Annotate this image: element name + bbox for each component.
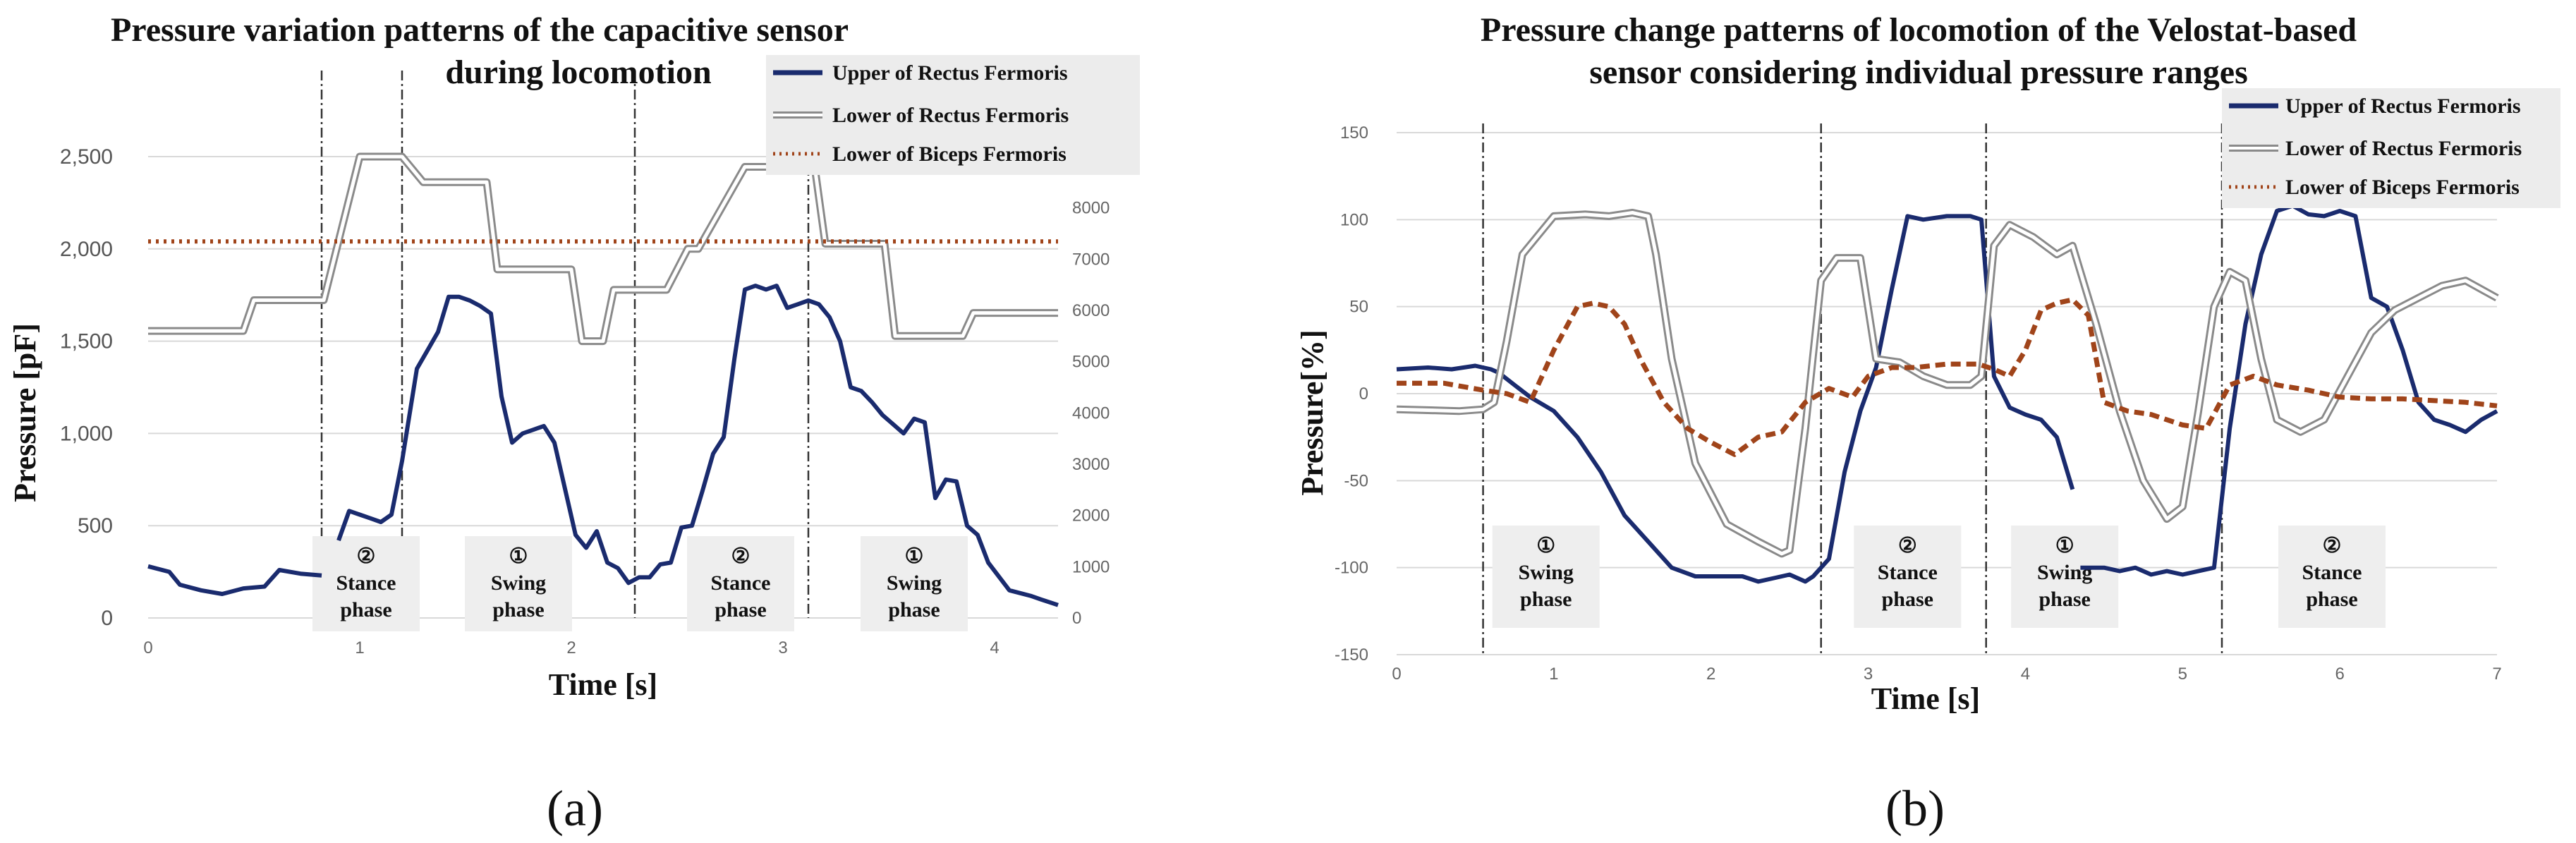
a-legend-upper-rectus: Upper of Rectus Fermoris: [832, 61, 1068, 85]
a-y2tick-8: 8000: [1072, 199, 1110, 218]
figure-canvas: ② Stance phase ① Swing phase ② Stance phase ① Swin…: [0, 0, 2576, 843]
a-panel-label: (a): [547, 780, 603, 837]
b-xtick-6: 6: [2335, 665, 2344, 684]
b-phase-number-1: ②: [1898, 534, 1917, 557]
b-phase-number-0: ①: [1536, 534, 1555, 557]
a-phase-line1-2: Stance: [711, 571, 771, 595]
a-y2tick-5: 5000: [1072, 353, 1110, 372]
b-legend-upper-rectus: Upper of Rectus Fermoris: [2285, 95, 2521, 118]
a-phase-box-3: ① Swing phase: [861, 536, 968, 631]
a-title-line-1: Pressure variation patterns of the capac…: [111, 11, 849, 49]
b-ytick-6: 150: [1340, 123, 1368, 142]
b-y-axis-label: Pressure[%]: [1295, 329, 1330, 495]
a-phase-line2-1: phase: [492, 598, 544, 621]
a-title-line-2: during locomotion: [445, 54, 711, 91]
a-ytick-5: 2,500: [60, 145, 113, 169]
a-phase-box-1: ① Swing phase: [465, 536, 572, 631]
a-phase-number-1: ①: [509, 545, 528, 568]
b-phase-box-3: ② Stance phase: [2278, 526, 2386, 628]
b-ytick-0: -150: [1335, 645, 1368, 665]
b-xtick-7: 7: [2492, 665, 2501, 684]
b-xtick-2: 2: [1706, 665, 1715, 684]
b-xtick-4: 4: [2021, 665, 2030, 684]
a-phase-boxes: ② Stance phase ① Swing phase ② Stance phase ① Swin…: [312, 536, 968, 631]
panel-a: ② Stance phase ① Swing phase ② Stance phase ① Swin…: [8, 11, 1140, 837]
a-ytick-4: 2,000: [60, 238, 113, 261]
b-phase-line2-3: phase: [2306, 588, 2357, 611]
a-y2tick-6: 6000: [1072, 301, 1110, 320]
b-xtick-5: 5: [2178, 665, 2187, 684]
a-phase-line1-1: Swing: [491, 571, 546, 595]
b-xtick-1: 1: [1549, 665, 1558, 684]
b-ytick-1: -100: [1335, 559, 1368, 578]
a-y2tick-4: 4000: [1072, 404, 1110, 423]
a-y2tick-2: 2000: [1072, 507, 1110, 526]
b-phase-line2-1: phase: [1882, 588, 1933, 611]
b-legend-lower-biceps: Lower of Biceps Fermoris: [2285, 176, 2520, 199]
a-phase-number-0: ②: [357, 545, 376, 568]
b-x-axis-label: Time [s]: [1871, 681, 1980, 716]
a-phase-line2-0: phase: [340, 598, 391, 621]
b-xtick-3: 3: [1864, 665, 1873, 684]
b-y-ticks: -150 -100 -50 0 50 100 150: [1335, 123, 1368, 665]
b-ytick-2: -50: [1344, 471, 1368, 490]
b-title-line-2: sensor considering individual pressure r…: [1589, 54, 2248, 91]
a-phase-box-0: ② Stance phase: [312, 536, 420, 631]
b-phase-line1-2: Swing: [2037, 561, 2092, 584]
a-legend: Upper of Rectus Fermoris Lower of Rectus…: [766, 55, 1140, 175]
b-phase-line2-2: phase: [2039, 588, 2090, 611]
b-phase-boxes: ① Swing phase ② Stance phase ① Swing phase ② Stanc…: [1493, 526, 2386, 628]
b-ytick-3: 0: [1359, 384, 1368, 404]
a-phase-number-2: ②: [731, 545, 751, 568]
a-xtick-3: 3: [778, 638, 787, 657]
b-phase-box-2: ① Swing phase: [2011, 526, 2118, 628]
b-phase-number-3: ②: [2323, 534, 2342, 557]
b-ytick-5: 100: [1340, 210, 1368, 229]
a-xtick-2: 2: [566, 638, 576, 657]
a-ytick-0: 0: [101, 607, 113, 630]
a-phase-box-2: ② Stance phase: [687, 536, 794, 631]
b-phase-box-0: ① Swing phase: [1493, 526, 1600, 628]
a-phase-line1-0: Stance: [336, 571, 396, 595]
a-x-ticks: 0 1 2 3 4: [143, 638, 999, 657]
a-ytick-3: 1,500: [60, 330, 113, 353]
a-y-axis-label: Pressure [pF]: [8, 323, 42, 502]
a-xtick-1: 1: [355, 638, 364, 657]
b-xtick-0: 0: [1392, 665, 1401, 684]
b-series-1-line-inner: [1397, 213, 2497, 554]
b-panel-label: (b): [1885, 780, 1945, 837]
a-y2-ticks: 0100020003000400050006000700080009000: [1072, 147, 1110, 628]
b-legend: Upper of Rectus Fermoris Lower of Rectus…: [2222, 88, 2560, 208]
b-phase-line1-3: Stance: [2302, 561, 2362, 584]
a-y-ticks: 0 500 1,000 1,500 2,000 2,500: [60, 145, 113, 630]
b-ytick-4: 50: [1349, 298, 1368, 317]
b-phase-number-2: ①: [2055, 534, 2074, 557]
a-ytick-2: 1,000: [60, 422, 113, 445]
a-y2tick-7: 7000: [1072, 250, 1110, 269]
a-legend-lower-biceps: Lower of Biceps Fermoris: [832, 142, 1067, 166]
a-legend-lower-rectus: Lower of Rectus Fermoris: [832, 104, 1069, 127]
a-ytick-1: 500: [78, 514, 113, 538]
a-phase-line2-2: phase: [715, 598, 766, 621]
panel-b: ① Swing phase ② Stance phase ① Swing phase ② Stanc…: [1295, 11, 2560, 837]
b-phase-line2-0: phase: [1520, 588, 1572, 611]
b-legend-lower-rectus: Lower of Rectus Fermoris: [2285, 137, 2522, 160]
b-phase-box-1: ② Stance phase: [1854, 526, 1961, 628]
a-y2tick-0: 0: [1072, 609, 1081, 628]
b-title-line-1: Pressure change patterns of locomotion o…: [1481, 11, 2357, 49]
a-y2tick-3: 3000: [1072, 455, 1110, 474]
a-y2tick-1: 1000: [1072, 557, 1110, 576]
a-phase-number-3: ①: [905, 545, 924, 568]
b-series-2-line: [1397, 300, 2497, 455]
a-phase-line1-3: Swing: [887, 571, 942, 595]
b-phase-line1-1: Stance: [1878, 561, 1938, 584]
b-x-ticks: 0 1 2 3 4 5 6 7: [1392, 665, 2501, 684]
a-xtick-4: 4: [990, 638, 999, 657]
a-xtick-0: 0: [143, 638, 152, 657]
b-phase-line1-0: Swing: [1519, 561, 1574, 584]
a-x-axis-label: Time [s]: [549, 667, 657, 702]
a-phase-line2-3: phase: [888, 598, 940, 621]
